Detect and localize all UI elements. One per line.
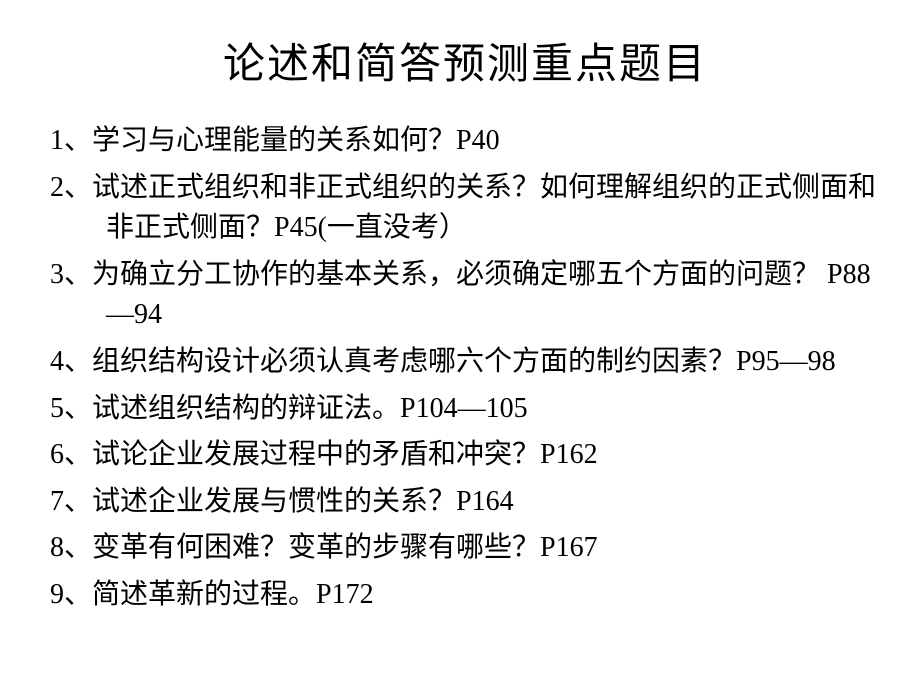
item-text: 简述革新的过程。P172	[92, 579, 374, 610]
list-item: 8、变革有何困难？变革的步骤有哪些？P167	[50, 528, 880, 569]
item-number: 6、	[50, 439, 92, 470]
item-number: 8、	[50, 532, 92, 563]
slide: 论述和简答预测重点题目 1、学习与心理能量的关系如何？P40 2、试述正式组织和…	[0, 0, 920, 690]
item-text: 为确立分工协作的基本关系，必须确定哪五个方面的问题？ P88—94	[92, 259, 871, 331]
list-item: 4、组织结构设计必须认真考虑哪六个方面的制约因素？P95—98	[50, 342, 880, 383]
list-item: 1、学习与心理能量的关系如何？P40	[50, 121, 880, 162]
item-text: 组织结构设计必须认真考虑哪六个方面的制约因素？P95—98	[92, 346, 836, 377]
item-text: 学习与心理能量的关系如何？P40	[92, 125, 500, 156]
item-number: 3、	[50, 259, 92, 290]
item-text: 试述正式组织和非正式组织的关系？如何理解组织的正式侧面和非正式侧面？P45(一直…	[92, 172, 876, 244]
item-number: 4、	[50, 346, 92, 377]
list-item: 5、试述组织结构的辩证法。P104—105	[50, 389, 880, 430]
item-number: 9、	[50, 579, 92, 610]
slide-title: 论述和简答预测重点题目	[50, 30, 880, 91]
item-text: 变革有何困难？变革的步骤有哪些？P167	[92, 532, 598, 563]
list-item: 7、试述企业发展与惯性的关系？P164	[50, 482, 880, 523]
item-number: 2、	[50, 172, 92, 203]
item-text: 试述企业发展与惯性的关系？P164	[92, 486, 514, 517]
question-list: 1、学习与心理能量的关系如何？P40 2、试述正式组织和非正式组织的关系？如何理…	[50, 121, 880, 616]
item-number: 5、	[50, 393, 92, 424]
list-item: 9、简述革新的过程。P172	[50, 575, 880, 616]
list-item: 6、试论企业发展过程中的矛盾和冲突？P162	[50, 435, 880, 476]
item-text: 试述组织结构的辩证法。P104—105	[92, 393, 528, 424]
item-number: 1、	[50, 125, 92, 156]
item-number: 7、	[50, 486, 92, 517]
item-text: 试论企业发展过程中的矛盾和冲突？P162	[92, 439, 598, 470]
list-item: 3、为确立分工协作的基本关系，必须确定哪五个方面的问题？ P88—94	[50, 255, 880, 336]
list-item: 2、试述正式组织和非正式组织的关系？如何理解组织的正式侧面和非正式侧面？P45(…	[50, 168, 880, 249]
